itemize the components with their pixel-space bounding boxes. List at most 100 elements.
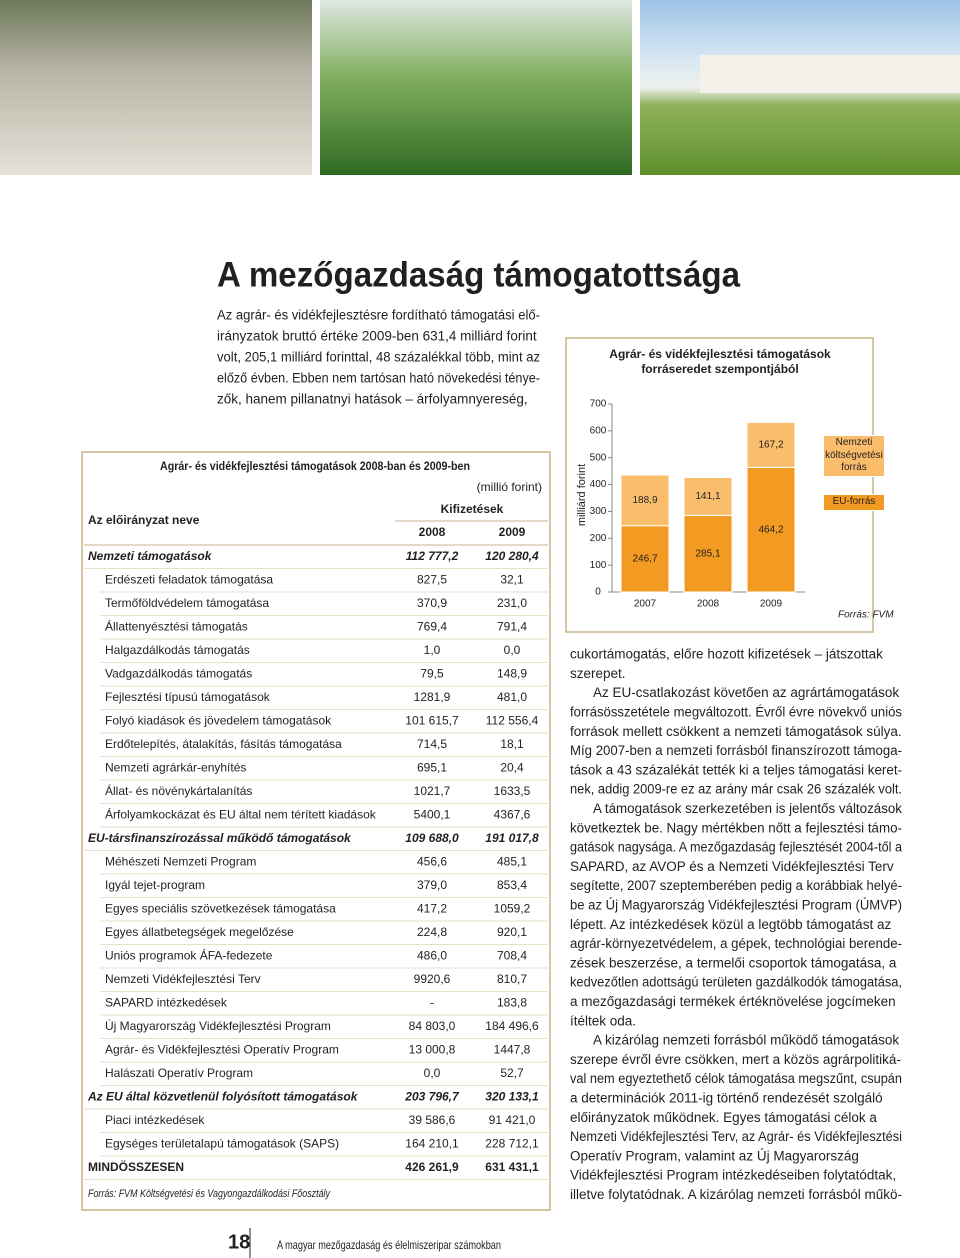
x-tick-label: 2009	[760, 599, 783, 610]
table-cell: 481,0	[497, 690, 527, 704]
table-header-year: 2008	[419, 525, 446, 539]
page-title: A mezőgazdaság támogatottsága	[217, 255, 740, 294]
table-cell: 708,4	[497, 949, 527, 963]
body-line: források mellett csökkent a nemzeti támo…	[570, 724, 902, 739]
table-cell: 91 421,0	[489, 1113, 536, 1127]
page-number: 18	[228, 1231, 250, 1253]
table-cell: 112 777,2	[406, 549, 459, 563]
table-cell: 39 586,6	[409, 1113, 456, 1127]
bar-segment	[746, 466, 796, 593]
table-cell: 631 431,1	[485, 1160, 539, 1174]
body-line: tások a 43 százalékát tették ki a teljes…	[570, 762, 902, 777]
table-cell: 231,0	[497, 596, 527, 610]
table-cell: 148,9	[497, 667, 527, 681]
table-row-name: Halászati Operatív Program	[105, 1066, 253, 1080]
table-cell: 1281,9	[414, 690, 451, 704]
table-header-name: Az előirányzat neve	[88, 513, 200, 527]
chart-source: Forrás: FVM	[838, 610, 894, 621]
table-cell: 695,1	[417, 761, 447, 775]
photo-greenhouse	[320, 0, 632, 175]
table-group-name: EU-társfinanszírozással működő támogatás…	[88, 831, 352, 845]
bar-value-label: 246,7	[632, 554, 657, 565]
bar-value-label: 141,1	[695, 491, 720, 502]
bar-segment	[746, 421, 796, 468]
table-cell: 485,1	[497, 855, 527, 869]
table-row-name: Erdőtelepítés, átalakítás, fásítás támog…	[105, 737, 342, 751]
table-cell: 20,4	[500, 761, 524, 775]
y-tick-label: 300	[590, 506, 607, 517]
table-cell: 164 210,1	[405, 1137, 459, 1151]
table-row-name: Fejlesztési típusú támogatások	[105, 690, 271, 704]
body-line: SAPARD, az AVOP és a Nemzeti Vidékfejles…	[570, 859, 894, 874]
table-cell: 810,7	[497, 972, 527, 986]
body-line: Míg 2007-ben a nemzeti forrásból finansz…	[570, 743, 902, 758]
body-line: be az Új Magyarország Vidékfejlesztési P…	[570, 897, 902, 912]
table-row-name: Egyes speciális szövetkezések támogatása	[105, 902, 336, 916]
table-cell: 370,9	[417, 596, 447, 610]
table-cell: 0,0	[504, 643, 521, 657]
table-cell: 853,4	[497, 878, 527, 892]
body-line: Az EU-csatlakozást követően az agrártámo…	[593, 685, 899, 700]
table-cell: 13 000,8	[409, 1043, 456, 1057]
table-row-name: Nemzeti agrárkár-enyhítés	[105, 761, 246, 775]
table-row-name: Vadgazdálkodás támogatás	[105, 667, 252, 681]
y-tick-label: 400	[590, 479, 607, 490]
body-line: a mezőgazdasági termékek értéknövelése j…	[570, 994, 896, 1009]
chart-title: Agrár- és vidékfejlesztési támogatások f…	[609, 347, 831, 376]
table-cell: 18,1	[500, 737, 524, 751]
y-tick-label: 0	[595, 587, 601, 598]
table-row-name: Állattenyésztési támogatás	[105, 619, 248, 634]
legend-entry: EU-forrás	[823, 494, 885, 511]
table-cell: 1633,5	[494, 784, 531, 798]
body-line: a determinációk 2011-ig történő rendezés…	[570, 1090, 883, 1105]
body-line: gatások nagysága. A mezőgazdaság fejlesz…	[570, 840, 902, 855]
table-cell: 52,7	[500, 1066, 524, 1080]
table-cell: 4367,6	[494, 808, 531, 822]
body-line: val nem egyeztethető célok támogatása me…	[570, 1071, 902, 1086]
table-cell: 109 688,0	[405, 831, 459, 845]
publication-name: A magyar mezőgazdaság és élelmiszeripar …	[277, 1238, 501, 1252]
table-header-payments: Kifizetések	[441, 502, 504, 516]
table-cell: 184 496,6	[485, 1019, 539, 1033]
table-row-name: Erdészeti feladatok támogatása	[105, 573, 273, 587]
table-cell: 84 803,0	[409, 1019, 456, 1033]
bar-value-label: 188,9	[632, 495, 657, 506]
body-line: agrár-környezetvédelem, a gépek, technol…	[570, 936, 902, 951]
intro-line: zők, hanem pillanatnyi hatások – árfolya…	[217, 392, 528, 407]
table-frame	[81, 451, 551, 1211]
table-cell: 417,2	[417, 902, 447, 916]
y-tick-label: 200	[590, 533, 607, 544]
bar-value-label: 167,2	[758, 440, 783, 451]
body-line: ítéltek oda.	[570, 1013, 636, 1028]
table-cell: 1447,8	[494, 1043, 531, 1057]
table-cell: 1059,2	[494, 902, 531, 916]
table-row-name: Nemzeti Vidékfejlesztési Terv	[105, 972, 261, 986]
bar-segment	[620, 474, 670, 527]
table-cell: 32,1	[500, 573, 524, 587]
table-cell: 1021,7	[414, 784, 451, 798]
table-row-name: Igyál tejet-program	[105, 878, 205, 892]
table-row-name: Árfolyamkockázat és EU által nem térítet…	[105, 807, 377, 822]
body-line: következtek be. Nagy mértékben nőtt a fe…	[570, 820, 902, 835]
table-cell: 5400,1	[414, 808, 451, 822]
body-line: segítette, 2007 szeptemberében pedig a k…	[570, 878, 902, 893]
table-row-name: Agrár- és Vidékfejlesztési Operatív Prog…	[105, 1043, 339, 1057]
y-tick-label: 600	[590, 425, 607, 436]
table-cell: 379,0	[417, 878, 447, 892]
table-cell: 183,8	[497, 996, 527, 1010]
table-source: Forrás: FVM Költségvetési és Vagyongazdá…	[88, 1188, 331, 1200]
table-cell: 101 615,7	[405, 714, 459, 728]
x-tick-label: 2007	[634, 599, 657, 610]
table-unit: (millió forint)	[477, 480, 542, 494]
table-row-name: Új Magyarország Vidékfejlesztési Program	[105, 1018, 331, 1033]
photo-building-wall	[700, 55, 960, 93]
body-line: nek, addig 2009-re ez az arány már csak …	[570, 782, 902, 797]
bar-segment	[683, 477, 733, 516]
table-row-name: Uniós programok ÁFA-fedezete	[105, 948, 273, 963]
table-cell: 191 017,8	[485, 831, 539, 845]
table-cell: 224,8	[417, 925, 447, 939]
table-row-name: Halgazdálkodás támogatás	[105, 643, 250, 657]
table-cell: 827,5	[417, 573, 447, 587]
table-row-name: Méhészeti Nemzeti Program	[105, 855, 256, 869]
